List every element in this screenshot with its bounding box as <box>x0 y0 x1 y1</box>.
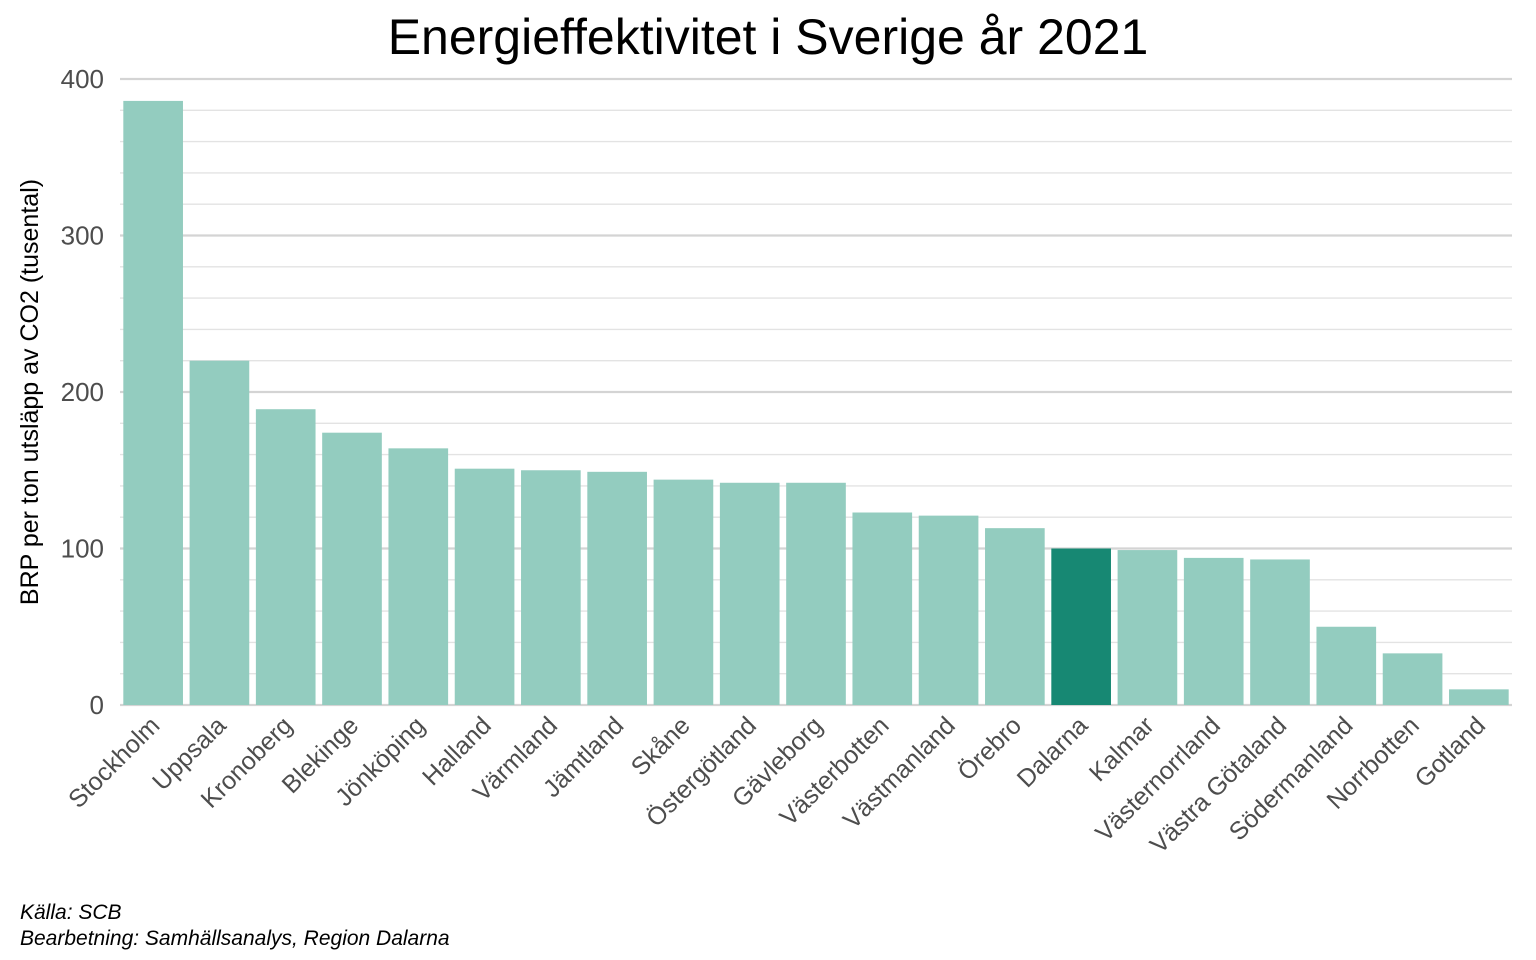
bar-gotland <box>1449 689 1509 705</box>
bar-norrbotten <box>1382 653 1443 705</box>
bar-gävleborg <box>786 482 846 705</box>
bar-västernorrland <box>1183 557 1244 705</box>
y-tick-label: 200 <box>61 377 104 407</box>
bar-stockholm <box>123 100 183 705</box>
bar-östergötland <box>719 482 780 705</box>
bar-västra-götaland <box>1250 559 1310 705</box>
bar-kalmar <box>1117 550 1178 705</box>
bar-skåne <box>653 479 714 705</box>
x-tick-labels: StockholmUppsalaKronobergBlekingeJönköpi… <box>63 711 1491 859</box>
bar-jönköping <box>388 448 449 705</box>
bar-kronoberg <box>255 409 316 705</box>
bar-halland <box>454 468 515 705</box>
source-caption: Källa: SCB <box>20 901 122 924</box>
bar-södermanland <box>1316 626 1377 705</box>
y-axis-label: BRP per ton utsläpp av CO2 (tusental) <box>16 179 44 605</box>
bars <box>123 100 1509 705</box>
x-tick-label: Dalarna <box>1012 711 1094 793</box>
chart-title: Energieffektivitet i Sverige år 2021 <box>387 9 1149 65</box>
x-tick-label: Stockholm <box>63 711 165 813</box>
x-tick-label: Gotland <box>1409 711 1491 793</box>
bar-västerbotten <box>852 512 913 705</box>
bar-dalarna <box>1051 548 1111 705</box>
y-tick-label: 0 <box>90 690 104 720</box>
y-tick-labels: 0 100 200 300 400 <box>61 64 104 720</box>
bar-västmanland <box>918 515 979 705</box>
bar-örebro <box>985 528 1045 705</box>
bar-blekinge <box>322 432 382 705</box>
bar-värmland <box>521 470 581 705</box>
bar-uppsala <box>189 360 250 705</box>
y-tick-label: 100 <box>61 534 104 564</box>
y-tick-label: 300 <box>61 221 104 251</box>
y-tick-label: 400 <box>61 64 104 94</box>
processing-caption: Bearbetning: Samhällsanalys, Region Dala… <box>20 927 450 950</box>
bar-jämtland <box>587 471 647 705</box>
